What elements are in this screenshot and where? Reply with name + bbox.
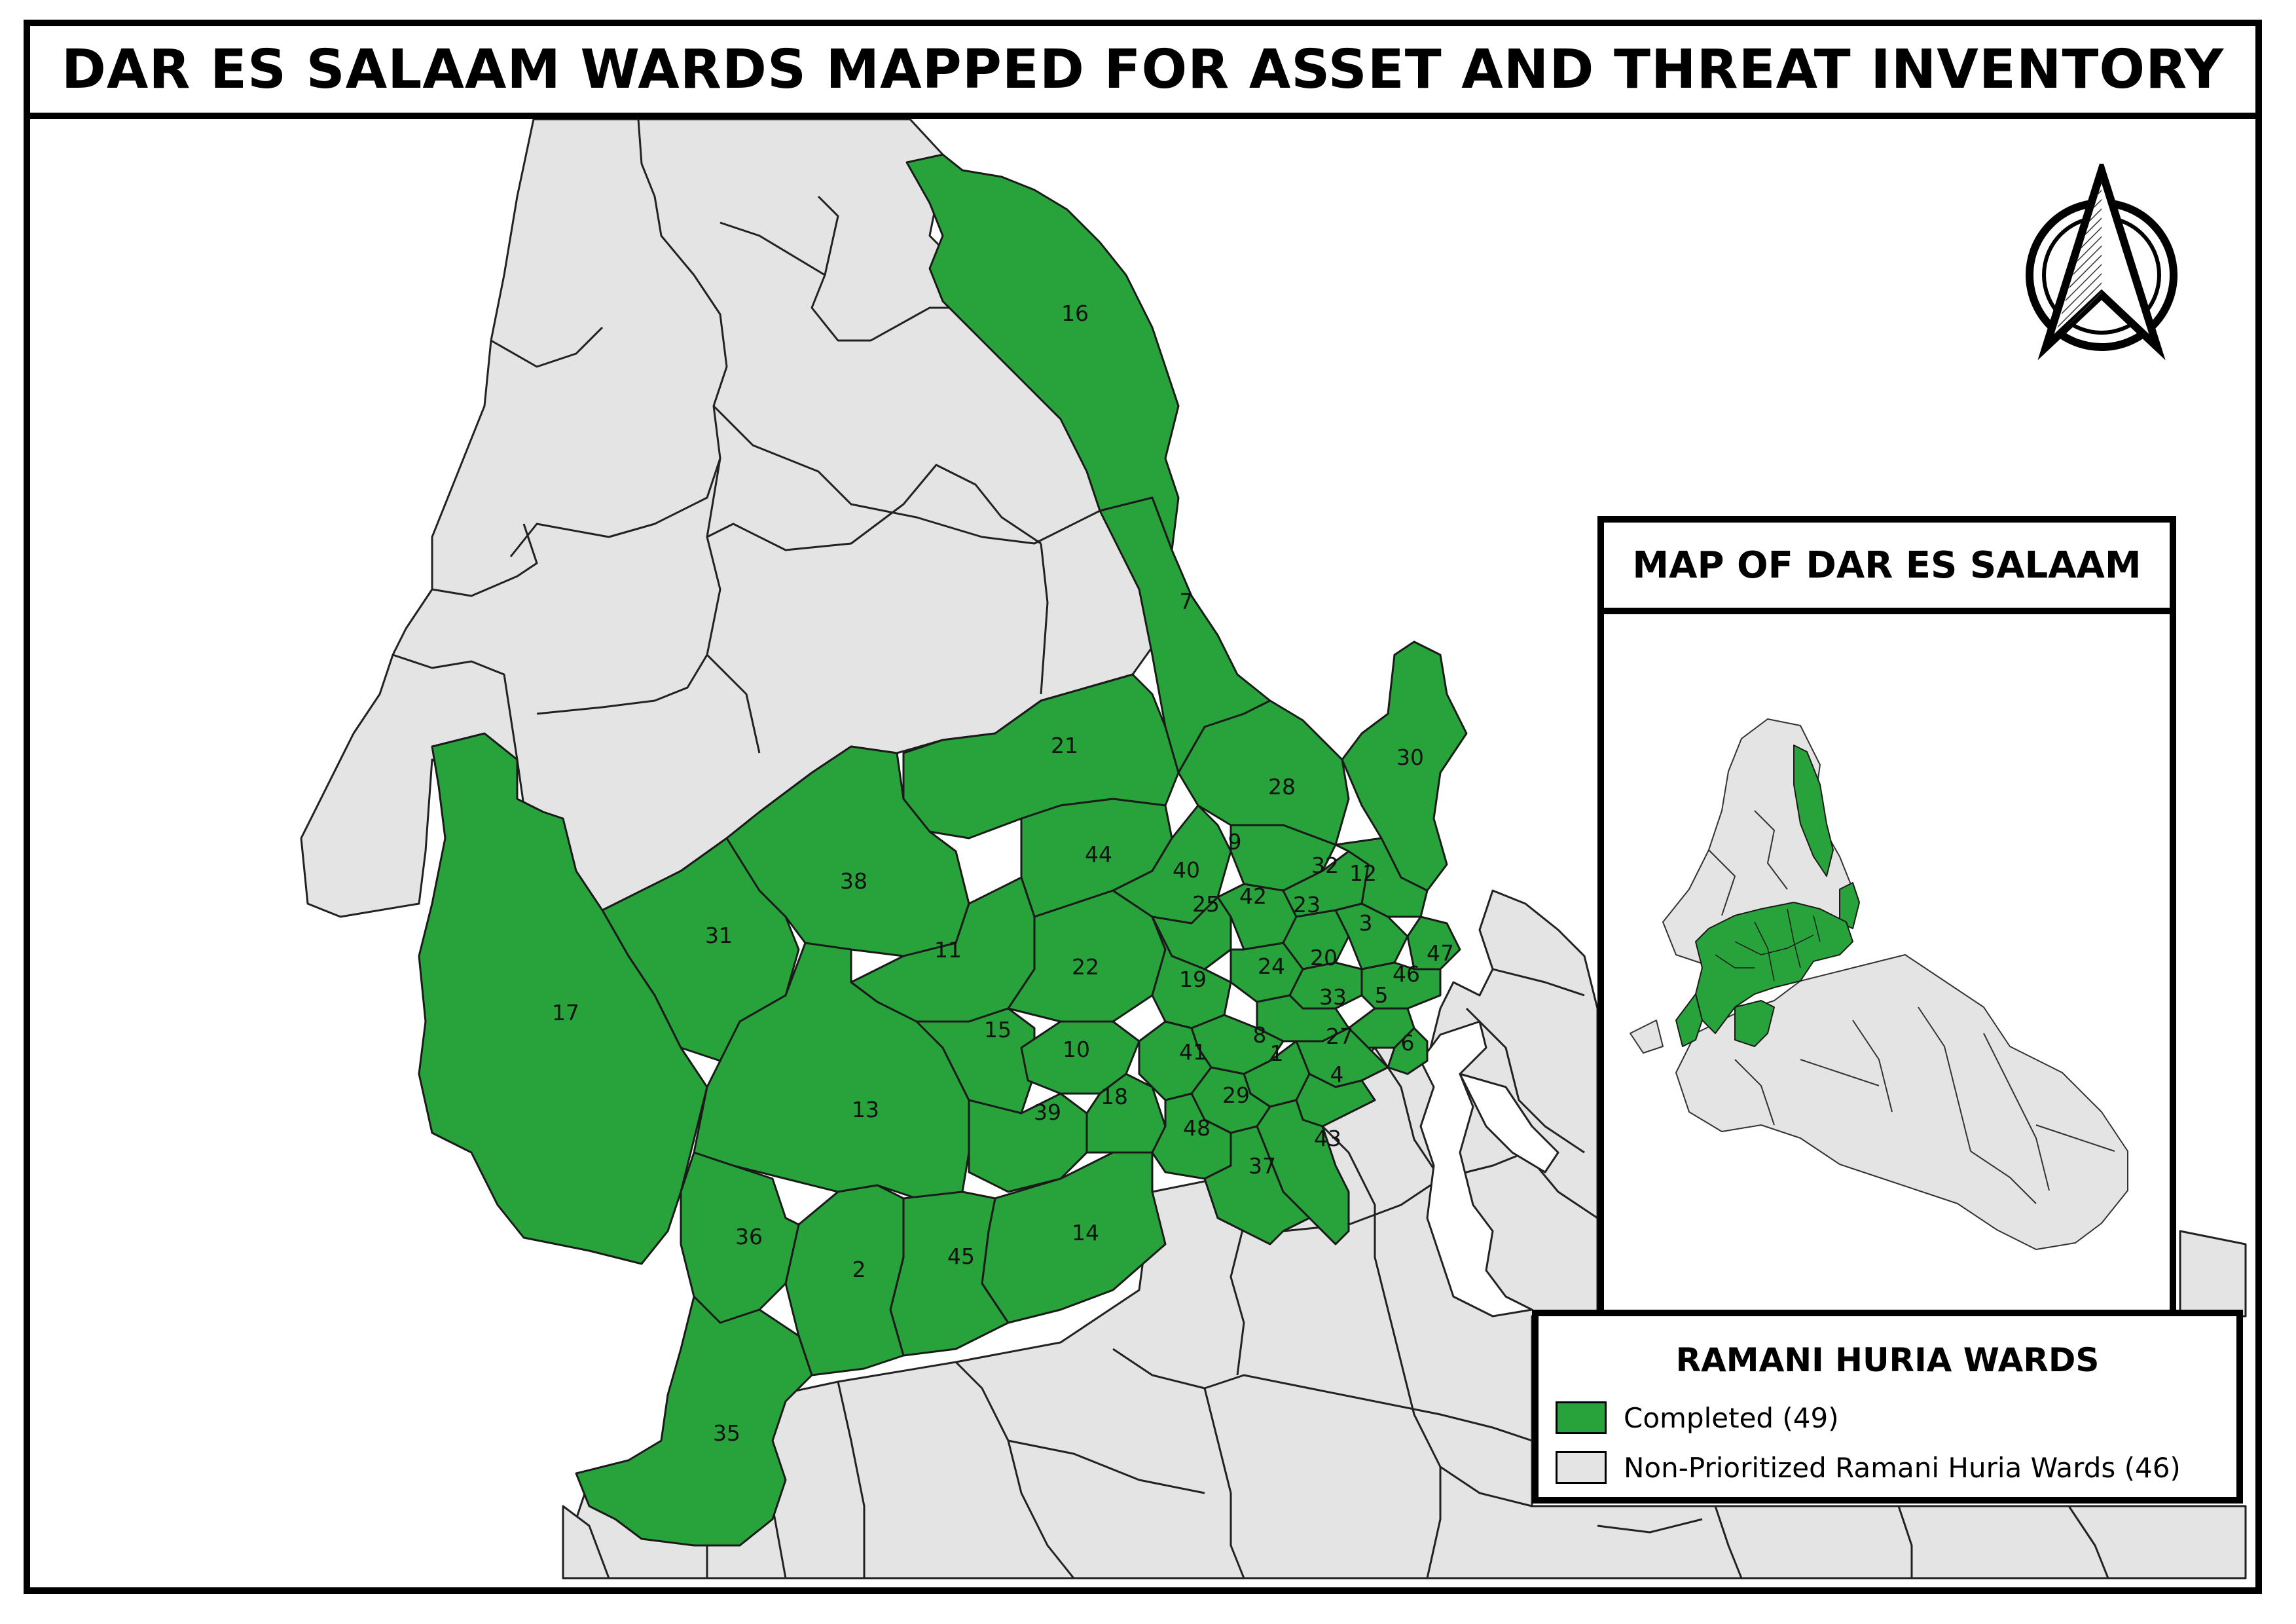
ward-label: 29 — [1222, 1082, 1250, 1108]
ward-labels: 16 7 30 28 21 9 32 12 44 40 42 23 3 38 2… — [552, 301, 1454, 1446]
ward-label: 46 — [1393, 961, 1420, 987]
ward-label: 1 — [1270, 1041, 1284, 1066]
north-arrow-icon — [2026, 164, 2178, 360]
legend-panel: RAMANI HURIA WARDS Completed (49) Non-Pr… — [1532, 1310, 2243, 1504]
ward-label: 33 — [1319, 984, 1347, 1010]
ward-46 — [1360, 961, 1442, 1010]
ward-label: 23 — [1293, 892, 1321, 917]
legend-item-completed: Completed (49) — [1556, 1401, 1839, 1434]
ward-label: 5 — [1375, 982, 1389, 1008]
ward-12 — [1334, 837, 1429, 918]
ward-label: 16 — [1061, 301, 1089, 326]
ward-label: 42 — [1239, 883, 1267, 909]
ward-37 — [1203, 1125, 1311, 1246]
ward-label: 13 — [852, 1097, 879, 1122]
ward-label: 41 — [1179, 1039, 1207, 1065]
ward-label: 10 — [1063, 1037, 1090, 1062]
ward-label: 18 — [1101, 1084, 1128, 1109]
ward-label: 30 — [1396, 745, 1424, 770]
ward-label: 43 — [1314, 1126, 1341, 1151]
ward-label: 28 — [1268, 774, 1296, 800]
legend-swatch-completed — [1556, 1401, 1607, 1434]
ward-label: 39 — [1034, 1099, 1061, 1125]
legend-swatch-non-prioritized — [1556, 1451, 1607, 1484]
ward-label: 3 — [1359, 910, 1373, 936]
ward-label: 8 — [1253, 1022, 1267, 1048]
ward-35 — [575, 1295, 813, 1547]
creeks — [1419, 1020, 1559, 1318]
ward-label: 37 — [1248, 1153, 1276, 1179]
ward-label: 38 — [840, 868, 867, 894]
ward-label: 24 — [1258, 953, 1285, 979]
legend-title: RAMANI HURIA WARDS — [1675, 1341, 2100, 1379]
ward-label: 17 — [552, 1000, 579, 1025]
ward-label: 14 — [1072, 1220, 1099, 1246]
ward-label: 12 — [1349, 860, 1377, 886]
ward-28 — [1177, 699, 1350, 846]
ward-label: 7 — [1180, 589, 1194, 614]
ward-48 — [1151, 1092, 1232, 1180]
ward-label: 2 — [852, 1257, 866, 1282]
ward-label: 36 — [735, 1224, 763, 1249]
ward-label: 20 — [1310, 945, 1338, 970]
completed-wards — [418, 153, 1468, 1547]
title-bar: DAR ES SALAAM WARDS MAPPED FOR ASSET AND… — [24, 20, 2262, 119]
ward-label: 44 — [1085, 841, 1112, 867]
inset-title-bar: MAP OF DAR ES SALAAM — [1604, 523, 2170, 614]
inset-title: MAP OF DAR ES SALAAM — [1632, 544, 2141, 587]
ward-label: 22 — [1072, 954, 1099, 980]
ward-label: 40 — [1173, 857, 1200, 883]
ward-label: 25 — [1192, 891, 1220, 917]
ward-label: 6 — [1401, 1030, 1415, 1056]
ward-label: 31 — [705, 923, 733, 948]
ward-label: 47 — [1427, 940, 1454, 966]
legend-label: Completed (49) — [1624, 1401, 1839, 1434]
ward-3 — [1334, 902, 1409, 970]
ward-label: 15 — [984, 1017, 1011, 1043]
ward-label: 21 — [1051, 733, 1078, 758]
legend-item-non-prioritized: Non-Prioritized Ramani Huria Wards (46) — [1556, 1451, 2181, 1484]
ward-16 — [905, 153, 1180, 551]
ward-label: 11 — [934, 937, 962, 963]
non-prioritized-land — [300, 118, 2247, 1579]
ward-label: 19 — [1179, 967, 1207, 992]
inset-map — [1630, 718, 2128, 1250]
ward-17 — [418, 732, 708, 1265]
ward-21 — [902, 673, 1180, 840]
ward-label: 9 — [1228, 829, 1242, 855]
ward-label: 48 — [1183, 1115, 1211, 1141]
ward-36 — [680, 1151, 800, 1324]
ward-2 — [784, 1184, 905, 1376]
legend-label: Non-Prioritized Ramani Huria Wards (46) — [1624, 1451, 2181, 1484]
ward-label: 45 — [947, 1244, 975, 1269]
ward-label: 27 — [1326, 1024, 1353, 1049]
ward-label: 4 — [1330, 1061, 1344, 1087]
ward-label: 35 — [713, 1420, 740, 1446]
ward-30 — [1341, 640, 1468, 892]
inset-map-panel: MAP OF DAR ES SALAAM — [1597, 516, 2176, 1325]
ward-label: 32 — [1311, 853, 1339, 878]
map-title: DAR ES SALAAM WARDS MAPPED FOR ASSET AND… — [61, 38, 2225, 101]
